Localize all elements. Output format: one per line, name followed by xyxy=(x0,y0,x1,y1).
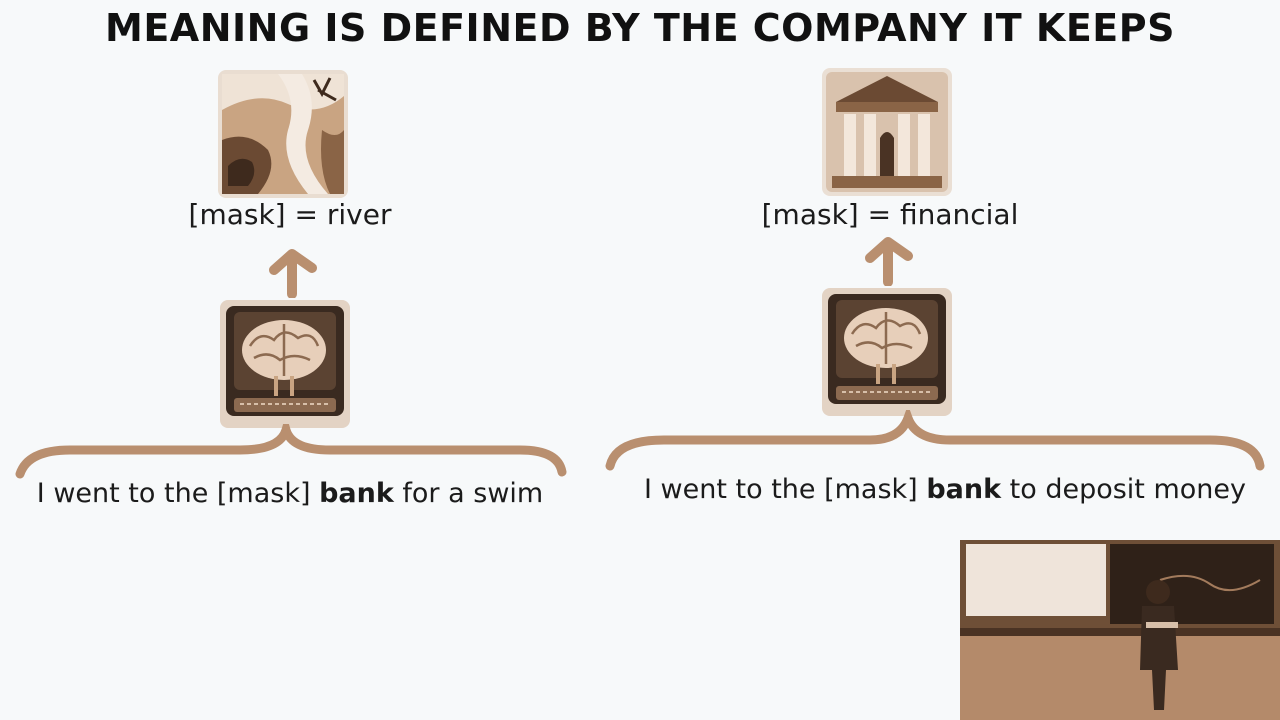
slide-title: MEANING IS DEFINED BY THE COMPANY IT KEE… xyxy=(105,6,1175,50)
brain-computer-icon xyxy=(822,288,952,416)
up-arrow-icon xyxy=(269,249,317,298)
sentence-right-bold: bank xyxy=(926,474,1002,505)
sentence-right-start: I went to the [mask] xyxy=(644,474,927,505)
sentence-right-end: to deposit money xyxy=(1001,474,1246,505)
up-arrow-icon xyxy=(865,237,913,286)
sentence-right: I went to the [mask] bank to deposit mon… xyxy=(612,474,1278,505)
bank-building-icon xyxy=(822,68,952,196)
brace-right xyxy=(605,410,1265,471)
mask-label-river: [mask] = river xyxy=(188,198,392,231)
mask-label-financial: [mask] = financial xyxy=(761,198,1019,231)
river-landscape-icon xyxy=(218,70,348,198)
brain-computer-icon xyxy=(220,300,350,428)
sentence-left-bold: bank xyxy=(319,478,394,509)
sentence-left: I went to the [mask] bank for a swim xyxy=(10,478,570,509)
sentence-left-end: for a swim xyxy=(393,478,544,509)
sentence-left-start: I went to the [mask] xyxy=(36,478,320,509)
brace-left xyxy=(15,424,567,479)
presenter-video xyxy=(960,540,1280,720)
